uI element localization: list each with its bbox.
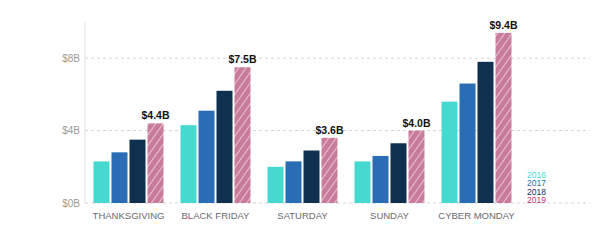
grid-line <box>85 58 590 59</box>
bar <box>496 33 512 203</box>
bar <box>94 161 110 203</box>
bar <box>199 111 215 203</box>
bar <box>235 67 251 203</box>
data-label: $3.6B <box>315 124 343 136</box>
bar <box>217 91 233 203</box>
bar <box>478 62 494 203</box>
bar <box>391 143 407 203</box>
bar <box>286 161 302 203</box>
bar <box>322 138 338 203</box>
x-tick-label: CYBER MONDAY <box>438 210 515 221</box>
x-tick-label: SUNDAY <box>370 210 410 221</box>
x-tick-label: SATURDAY <box>277 210 328 221</box>
bar <box>409 131 425 203</box>
data-label: $9.4B <box>489 19 517 31</box>
x-tick-label: THANKSGIVING <box>93 210 165 221</box>
bars <box>94 33 512 203</box>
bar <box>355 161 371 203</box>
bar <box>442 102 458 203</box>
data-labels: $4.4B $7.5B $3.6B $4.0B $9.4B <box>141 19 517 136</box>
data-label: $4.4B <box>141 109 169 121</box>
legend-entry: 2019 <box>527 195 546 205</box>
data-label: $7.5B <box>228 53 256 65</box>
bar <box>112 152 128 203</box>
data-label: $4.0B <box>402 117 430 129</box>
bar <box>181 125 197 203</box>
y-axis-line <box>85 22 86 203</box>
bar <box>130 140 146 203</box>
chart-container: $0B $4B $8B $4.4B $7.5B $3.6B $4.0B $9.4B THANKS… <box>0 0 596 239</box>
bar <box>148 123 164 203</box>
chart: $0B $4B $8B $4.4B $7.5B $3.6B $4.0B $9.4B THANKS… <box>0 0 596 239</box>
y-tick-label: $4B <box>62 125 80 136</box>
bar <box>460 84 476 203</box>
y-tick-label: $0B <box>62 198 80 209</box>
x-tick-label: BLACK FRIDAY <box>182 210 251 221</box>
y-tick-label: $8B <box>62 53 80 64</box>
bar <box>373 156 389 203</box>
bar <box>268 167 284 203</box>
bar <box>304 151 320 203</box>
